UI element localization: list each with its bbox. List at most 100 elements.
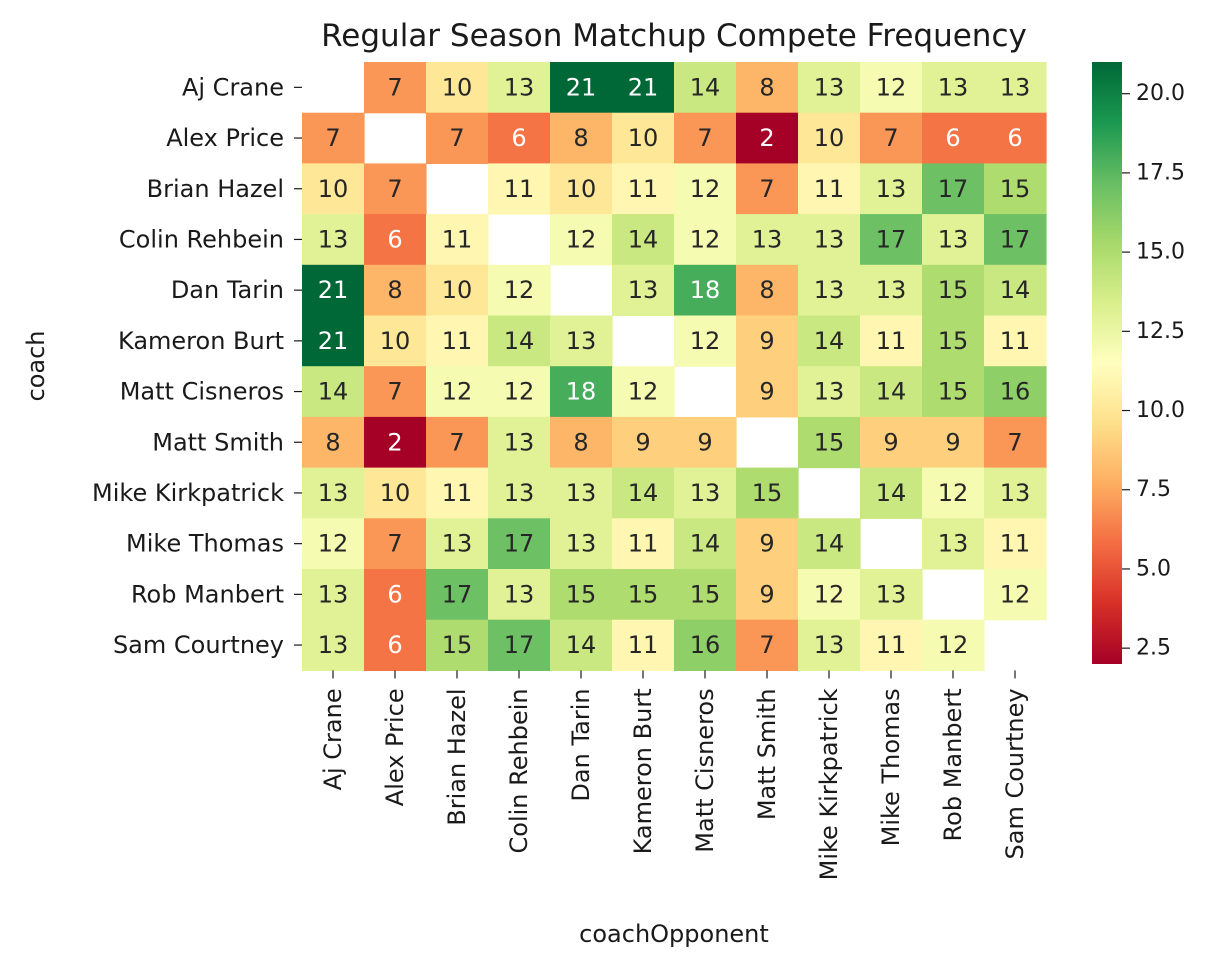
- cell-value-label: 21: [628, 73, 659, 101]
- heatmap-cell: [798, 264, 861, 317]
- cell-value-label: 21: [318, 327, 349, 355]
- cell-value-label: 14: [690, 530, 721, 558]
- heatmap-cell: [612, 112, 675, 164]
- cell-value-label: 7: [759, 175, 774, 203]
- heatmap-cell: [736, 264, 799, 317]
- heatmap-cell: [798, 112, 861, 164]
- heatmap-cell: [612, 416, 675, 469]
- x-tick-label: Aj Crane: [319, 688, 347, 790]
- cell-value-label: 14: [690, 73, 721, 101]
- cell-value-label: 13: [504, 580, 535, 608]
- cell-value-label: 11: [504, 175, 535, 203]
- cell-value-label: 2: [759, 124, 774, 152]
- heatmap-cell: [488, 619, 551, 671]
- heatmap-cell: [612, 569, 675, 621]
- cell-value-label: 13: [814, 378, 845, 406]
- heatmap-cell: [612, 214, 675, 266]
- heatmap-cell: [302, 366, 365, 418]
- y-tick-label: Mike Thomas: [126, 530, 284, 558]
- heatmap-cell: [612, 467, 675, 519]
- cell-value-label: 13: [938, 225, 969, 253]
- heatmap-cell: [984, 264, 1047, 317]
- heatmap-cell: [302, 112, 365, 164]
- x-tick-label: Mike Kirkpatrick: [815, 688, 843, 880]
- heatmap-cells: 7 10 13 21 21 14 8 13 12 13 13 7 7 6 8 10 7 2 10 7 6 6 10 7 11 10…: [302, 62, 1047, 671]
- heatmap-cell: [302, 163, 365, 215]
- cell-value-label: 11: [1000, 327, 1031, 355]
- cell-value-label: 18: [566, 378, 597, 406]
- heatmap-cell: [860, 569, 923, 621]
- cell-value-label: 13: [876, 175, 907, 203]
- heatmap-cell: [984, 467, 1047, 519]
- cell-value-label: 12: [938, 631, 969, 659]
- heatmap-cell: [612, 264, 675, 317]
- heatmap-cell: [674, 112, 737, 164]
- y-axis-ticks: Aj Crane Alex Price Brian Hazel Colin Rehbe…: [92, 73, 302, 659]
- cell-value-label: 11: [628, 530, 659, 558]
- cell-value-label: 15: [566, 580, 597, 608]
- cell-value-label: 13: [752, 225, 783, 253]
- cell-value-label: 13: [318, 225, 349, 253]
- cell-value-label: 7: [387, 73, 402, 101]
- cell-value-label: 8: [387, 276, 402, 304]
- heatmap-cell: [488, 112, 551, 164]
- y-tick-label: Matt Cisneros: [120, 378, 284, 406]
- cell-value-label: 12: [566, 225, 597, 253]
- heatmap-cell: [550, 569, 613, 621]
- cell-value-label: 9: [945, 428, 960, 456]
- heatmap-cell: [488, 163, 551, 215]
- heatmap-cell: [984, 416, 1047, 469]
- cell-value-label: 13: [566, 327, 597, 355]
- x-tick-label: Mike Thomas: [877, 688, 905, 846]
- cell-value-label: 9: [883, 428, 898, 456]
- heatmap-cell: [984, 214, 1047, 266]
- heatmap-cell: [488, 467, 551, 519]
- colorbar-gradient: [1092, 62, 1122, 664]
- cell-value-label: 6: [1007, 124, 1022, 152]
- cell-value-label: 9: [759, 327, 774, 355]
- chart-title: Regular Season Matchup Compete Frequency: [321, 18, 1027, 54]
- y-tick-label: Colin Rehbein: [119, 225, 284, 253]
- cell-value-label: 11: [814, 175, 845, 203]
- cell-value-label: 11: [1000, 530, 1031, 558]
- heatmap-cell: [364, 264, 427, 317]
- heatmap-cell: [922, 619, 985, 671]
- y-tick-label: Aj Crane: [182, 73, 284, 101]
- heatmap-cell: [984, 366, 1047, 418]
- heatmap-cell: [426, 315, 489, 367]
- heatmap-cell: [364, 366, 427, 418]
- cell-value-label: 13: [938, 530, 969, 558]
- cell-value-label: 14: [504, 327, 535, 355]
- cell-value-label: 15: [442, 631, 473, 659]
- colorbar-tick-label: 10.0: [1136, 398, 1185, 423]
- heatmap-cell: [798, 315, 861, 367]
- cell-value-label: 13: [876, 580, 907, 608]
- cell-value-label: 13: [566, 479, 597, 507]
- heatmap-cell: [364, 467, 427, 519]
- cell-value-label: 15: [938, 327, 969, 355]
- cell-value-label: 13: [628, 276, 659, 304]
- heatmap-cell: [612, 366, 675, 418]
- x-axis-label: coachOpponent: [579, 920, 769, 948]
- heatmap-cell: [426, 467, 489, 519]
- x-axis-ticks: Aj Crane Alex Price Brian Hazel Colin Rehbe…: [319, 670, 1029, 880]
- cell-value-label: 6: [387, 225, 402, 253]
- cell-value-label: 7: [387, 530, 402, 558]
- heatmap-cell: [426, 62, 489, 114]
- cell-value-label: 8: [759, 73, 774, 101]
- heatmap-cell: [798, 163, 861, 215]
- cell-value-label: 15: [1000, 175, 1031, 203]
- heatmap-cell: [736, 366, 799, 418]
- heatmap-cell: [364, 62, 427, 114]
- x-tick-label: Brian Hazel: [443, 688, 471, 825]
- heatmap-cell: [426, 619, 489, 671]
- heatmap-cell: [922, 163, 985, 215]
- cell-value-label: 14: [814, 530, 845, 558]
- cell-value-label: 13: [814, 276, 845, 304]
- heatmap-cell: [426, 366, 489, 418]
- cell-value-label: 17: [504, 530, 535, 558]
- heatmap-cell: [550, 619, 613, 671]
- heatmap-cell: [922, 366, 985, 418]
- cell-value-label: 14: [876, 479, 907, 507]
- heatmap-cell: [860, 416, 923, 469]
